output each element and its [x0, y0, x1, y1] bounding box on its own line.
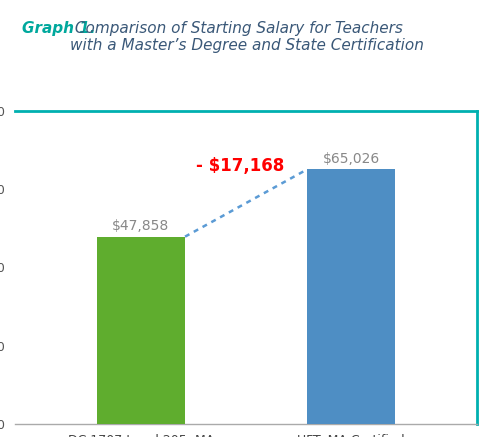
Text: - $17,168: - $17,168 — [195, 157, 284, 176]
Text: $47,858: $47,858 — [112, 219, 170, 233]
Text: Comparison of Starting Salary for Teachers
with a Master’s Degree and State Cert: Comparison of Starting Salary for Teache… — [70, 21, 424, 53]
Bar — [97, 237, 185, 424]
Text: Graph 1.: Graph 1. — [22, 21, 95, 36]
Text: $65,026: $65,026 — [322, 152, 380, 166]
Bar — [307, 170, 395, 424]
